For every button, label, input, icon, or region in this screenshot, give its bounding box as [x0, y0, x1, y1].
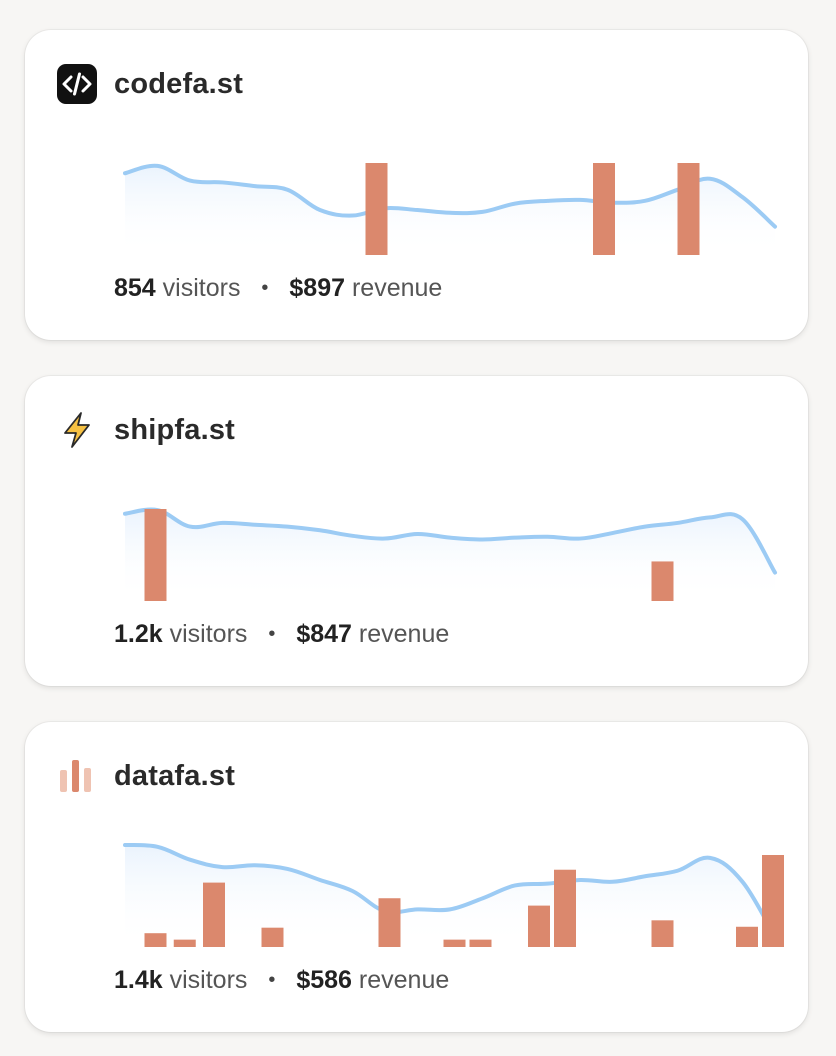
revenue-bar[interactable] [554, 869, 576, 947]
site-name: shipfa.st [114, 413, 236, 446]
card-header: codefa.st [57, 64, 243, 104]
revenue-bar[interactable] [144, 933, 167, 947]
visitors-line [123, 507, 777, 575]
traffic-revenue-chart [123, 163, 777, 255]
site-card-codefast[interactable]: codefa.st 854 visitors • $897 revenue [25, 30, 808, 340]
revenue-bar[interactable] [762, 855, 784, 947]
revenue-label: revenue [358, 966, 450, 994]
revenue-bar[interactable] [651, 561, 674, 601]
revenue-bar[interactable] [203, 882, 225, 947]
revenue-bar[interactable] [736, 926, 758, 947]
visitors-count: 1.4k [114, 966, 163, 994]
revenue-bar[interactable] [144, 509, 167, 601]
visitors-line [123, 843, 777, 939]
lightning-bolt-icon [57, 410, 97, 450]
visitors-line [123, 163, 777, 229]
visitors-count: 1.2k [114, 620, 163, 648]
card-header: datafa.st [57, 756, 235, 796]
revenue-amount: $897 [289, 274, 346, 302]
revenue-bar[interactable] [365, 163, 388, 255]
revenue-bar[interactable] [677, 163, 700, 255]
separator-dot: • [268, 969, 276, 991]
site-card-datafast[interactable]: datafa.st 1.4k visitors • $586 revenue [25, 722, 808, 1032]
visitors-label: visitors [169, 966, 248, 994]
revenue-bar[interactable] [443, 939, 466, 947]
revenue-bar[interactable] [173, 939, 196, 947]
visitors-count: 854 [114, 274, 156, 302]
revenue-label: revenue [351, 274, 443, 302]
traffic-revenue-chart [123, 843, 784, 947]
revenue-label: revenue [358, 620, 450, 648]
visitors-area [125, 509, 775, 601]
code-brackets-icon [57, 64, 97, 104]
traffic-revenue-chart [123, 507, 777, 601]
revenue-bar[interactable] [261, 927, 284, 947]
revenue-amount: $586 [296, 966, 352, 994]
site-name: codefa.st [114, 67, 244, 100]
separator-dot: • [261, 277, 269, 299]
revenue-bar[interactable] [593, 163, 615, 255]
site-stats: 1.4k visitors • $586 revenue [114, 966, 449, 995]
revenue-amount: $847 [296, 620, 352, 648]
site-stats: 854 visitors • $897 revenue [114, 274, 442, 303]
revenue-bar[interactable] [378, 898, 401, 947]
card-header: shipfa.st [57, 410, 235, 450]
visitors-label: visitors [169, 620, 248, 648]
site-card-shipfast[interactable]: shipfa.st 1.2k visitors • $847 revenue [25, 376, 808, 686]
site-name: datafa.st [114, 759, 236, 792]
separator-dot: • [268, 623, 276, 645]
revenue-bar[interactable] [469, 939, 492, 947]
revenue-bar[interactable] [651, 920, 674, 947]
visitors-label: visitors [162, 274, 241, 302]
revenue-bar[interactable] [528, 905, 550, 947]
bar-chart-icon [57, 756, 97, 796]
site-stats: 1.2k visitors • $847 revenue [114, 620, 449, 649]
